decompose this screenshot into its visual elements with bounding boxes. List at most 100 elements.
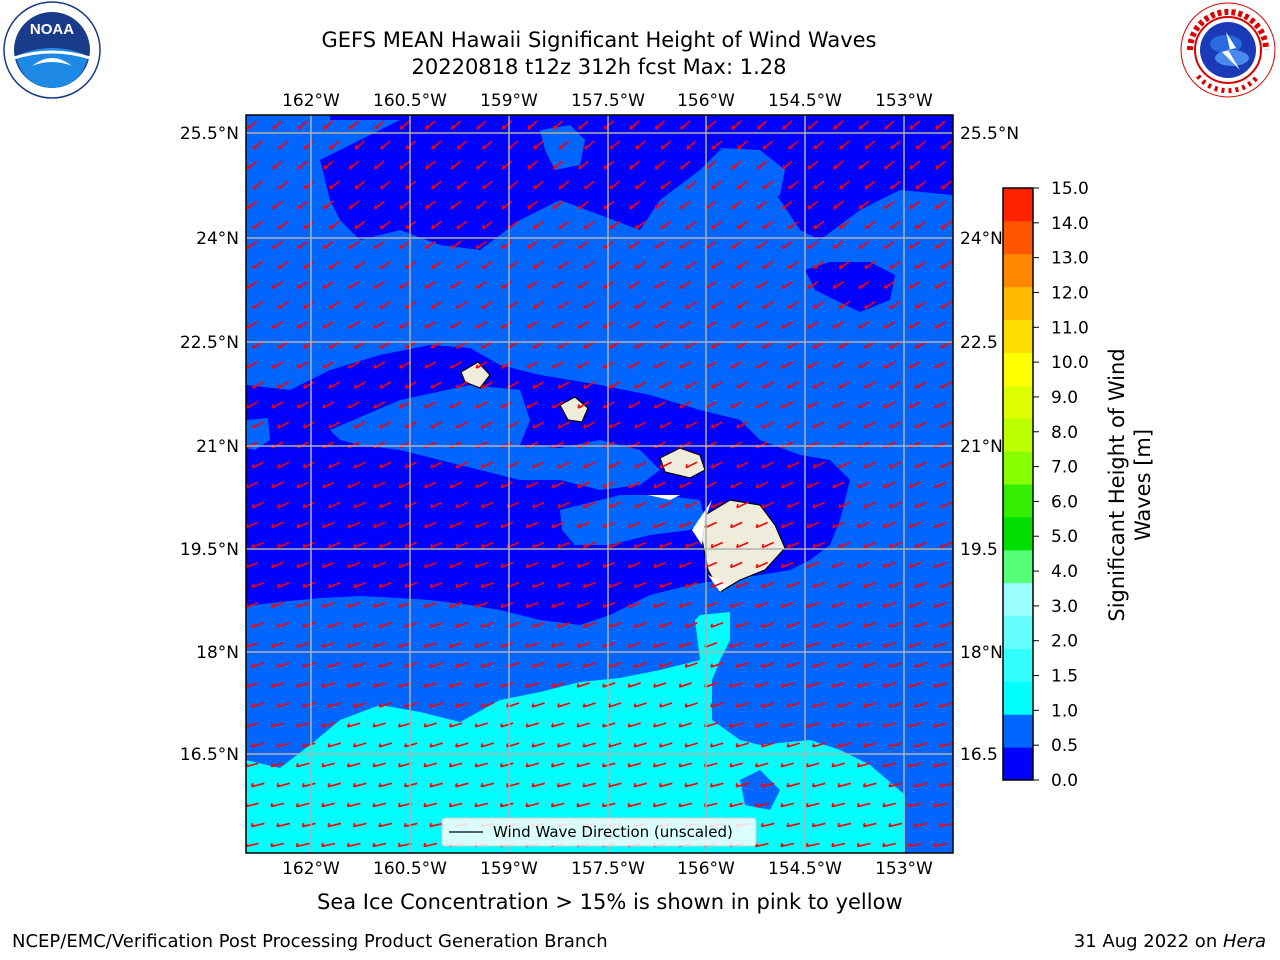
wind-wave-arrow bbox=[608, 702, 622, 708]
wind-wave-arrow bbox=[633, 742, 647, 748]
colorbar-tick-label: 13.0 bbox=[1051, 249, 1089, 269]
wind-wave-arrow bbox=[372, 642, 386, 648]
wind-wave-arrow bbox=[425, 120, 436, 130]
wind-wave-arrow bbox=[811, 782, 826, 788]
wind-wave-arrow bbox=[711, 341, 723, 349]
wind-wave-arrow bbox=[652, 762, 667, 768]
wind-wave-arrow bbox=[576, 642, 590, 648]
wind-wave-arrow bbox=[813, 220, 825, 230]
wind-wave-arrow bbox=[908, 481, 921, 489]
wind-wave-arrow bbox=[940, 541, 953, 549]
wind-wave-arrow bbox=[525, 682, 539, 688]
wind-wave-arrow bbox=[833, 200, 844, 210]
wind-wave-arrow bbox=[476, 200, 487, 210]
wind-wave-arrow bbox=[838, 341, 851, 349]
wind-wave-arrow bbox=[761, 742, 775, 748]
wind-wave-arrow bbox=[940, 501, 953, 509]
wind-wave-arrow bbox=[914, 702, 928, 708]
wind-wave-arrow bbox=[659, 501, 672, 509]
wind-wave-arrow bbox=[883, 521, 896, 529]
wind-wave-arrow bbox=[480, 621, 494, 629]
lon-tick-top: 157.5°W bbox=[571, 91, 645, 111]
wind-wave-arrow bbox=[628, 481, 641, 489]
wind-wave-arrow bbox=[327, 782, 342, 788]
wind-wave-arrow bbox=[302, 621, 316, 629]
wind-wave-arrow bbox=[373, 481, 386, 489]
wind-wave-arrow bbox=[934, 401, 947, 409]
wind-wave-arrow bbox=[583, 421, 596, 429]
wind-wave-arrow bbox=[431, 140, 442, 150]
wind-wave-arrow bbox=[756, 280, 768, 290]
wind-wave-arrow bbox=[329, 180, 340, 190]
wind-wave-arrow bbox=[654, 280, 666, 290]
wind-wave-arrow bbox=[398, 561, 412, 569]
wind-wave-arrow bbox=[786, 581, 800, 589]
colorbar-segment bbox=[1003, 253, 1033, 288]
wind-wave-arrow bbox=[450, 280, 462, 290]
wind-wave-arrow bbox=[296, 521, 309, 529]
wind-wave-arrow bbox=[857, 601, 871, 609]
wind-wave-arrow bbox=[730, 561, 743, 569]
wind-wave-arrow bbox=[551, 401, 564, 409]
wind-wave-arrow bbox=[635, 180, 646, 190]
wind-wave-arrow bbox=[882, 842, 897, 848]
wind-wave-arrow bbox=[806, 722, 820, 728]
wind-wave-arrow bbox=[525, 762, 539, 768]
lon-tick-top: 153°W bbox=[875, 91, 933, 111]
wind-wave-arrow bbox=[889, 421, 902, 429]
wind-wave-arrow bbox=[933, 802, 948, 808]
wind-wave-arrow bbox=[864, 180, 876, 190]
wind-wave-arrow bbox=[476, 120, 487, 130]
wind-wave-arrow bbox=[629, 160, 640, 170]
wind-wave-arrow bbox=[934, 240, 946, 250]
wind-wave-arrow bbox=[482, 180, 493, 190]
wind-wave-arrow bbox=[353, 541, 366, 549]
wind-wave-arrow bbox=[838, 220, 850, 230]
wind-wave-arrow bbox=[531, 782, 546, 788]
footer-date-text: 31 Aug 2022 on bbox=[1073, 931, 1223, 952]
wind-wave-arrow bbox=[627, 802, 642, 808]
wind-wave-arrow bbox=[380, 180, 391, 190]
wind-wave-arrow bbox=[787, 300, 799, 310]
wind-wave-arrow bbox=[296, 642, 310, 648]
wind-wave-arrow bbox=[858, 361, 870, 369]
wind-wave-arrow bbox=[884, 200, 895, 210]
wind-wave-arrow bbox=[450, 361, 462, 369]
wind-wave-arrow bbox=[475, 280, 487, 290]
lon-tick-bottom: 159°W bbox=[480, 859, 538, 879]
wind-wave-arrow bbox=[603, 200, 615, 210]
wind-wave-arrow bbox=[423, 722, 437, 728]
lat-tick-left: 25.5°N bbox=[180, 124, 239, 144]
wind-wave-arrow bbox=[889, 381, 902, 389]
wind-wave-arrow bbox=[609, 220, 621, 230]
wind-wave-arrow bbox=[883, 481, 896, 489]
wind-wave-arrow bbox=[277, 541, 290, 549]
wind-wave-arrow bbox=[883, 561, 896, 569]
wind-wave-arrow bbox=[322, 521, 335, 529]
wind-wave-arrow bbox=[577, 481, 590, 489]
wind-wave-arrow bbox=[577, 321, 589, 330]
wind-wave-arrow bbox=[684, 702, 698, 708]
colorbar-label-line2: Waves [m] bbox=[1131, 429, 1155, 541]
wind-wave-arrow bbox=[762, 220, 774, 230]
wind-wave-arrow bbox=[302, 662, 316, 668]
wind-wave-arrow bbox=[430, 341, 443, 349]
wind-wave-arrow bbox=[430, 260, 442, 270]
wind-wave-arrow bbox=[653, 481, 666, 489]
wind-wave-arrow bbox=[449, 401, 462, 409]
wind-wave-arrow bbox=[525, 642, 539, 648]
wind-wave-arrow bbox=[685, 461, 698, 469]
colorbar-segment bbox=[1003, 648, 1033, 682]
wind-wave-arrow bbox=[890, 140, 901, 150]
wind-wave-arrow bbox=[787, 541, 800, 549]
wind-wave-arrow bbox=[781, 561, 794, 569]
wind-wave-arrow bbox=[348, 361, 360, 369]
wind-wave-arrow bbox=[629, 200, 640, 210]
colorbar-segment bbox=[1003, 220, 1033, 255]
wind-wave-arrow bbox=[374, 120, 385, 130]
wind-wave-arrow bbox=[939, 782, 953, 788]
wind-wave-arrow bbox=[455, 541, 468, 549]
colorbar-segment bbox=[1003, 681, 1033, 715]
wind-wave-arrow bbox=[531, 621, 545, 629]
wind-wave-arrow bbox=[857, 481, 870, 489]
